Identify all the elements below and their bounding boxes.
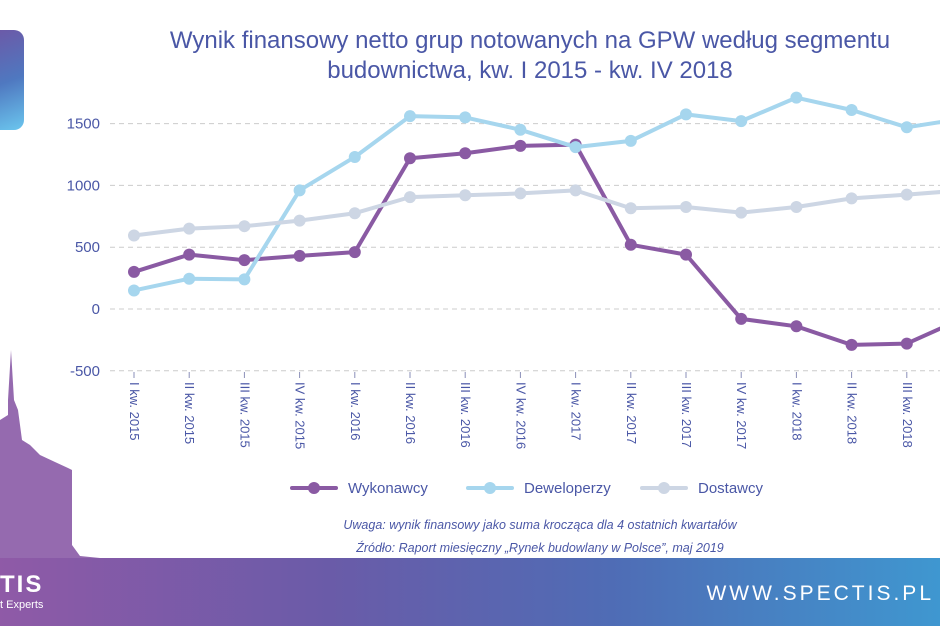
- data-point-dostawcy: [128, 229, 140, 242]
- footer-tagline: t Experts: [0, 599, 44, 611]
- data-point-deweloperzy: [735, 115, 748, 128]
- data-point-wykonawcy: [459, 147, 472, 160]
- legend-label: Wykonawcy: [348, 480, 428, 497]
- website-link[interactable]: WWW.SPECTIS.PL: [706, 582, 934, 605]
- data-point-wykonawcy: [183, 248, 196, 261]
- legend-item-deweloperzy: Deweloperzy: [466, 480, 611, 497]
- y-tick-label: 1500: [67, 116, 100, 133]
- note-remark: Uwaga: wynik finansowy jako suma krocząc…: [343, 518, 737, 532]
- legend-label: Dostawcy: [698, 480, 764, 497]
- data-point-deweloperzy: [459, 111, 472, 124]
- data-point-dostawcy: [680, 201, 692, 214]
- data-point-wykonawcy: [680, 248, 692, 261]
- data-point-deweloperzy: [569, 141, 582, 154]
- legend-item-dostawcy: Dostawcy: [640, 480, 764, 497]
- data-point-deweloperzy: [128, 284, 140, 297]
- data-point-deweloperzy: [900, 121, 913, 134]
- data-point-dostawcy: [569, 184, 582, 197]
- data-point-dostawcy: [624, 202, 637, 215]
- data-point-wykonawcy: [900, 337, 913, 350]
- data-point-dostawcy: [514, 187, 527, 200]
- legend-marker: [484, 482, 496, 494]
- data-point-dostawcy: [845, 192, 858, 205]
- x-tick-label: III kw. 2018: [900, 382, 915, 448]
- x-tick-label: II kw. 2017: [624, 382, 639, 444]
- data-point-deweloperzy: [238, 273, 251, 286]
- chart-title-line1: Wynik finansowy netto grup notowanych na…: [169, 27, 891, 54]
- data-point-deweloperzy: [183, 272, 196, 285]
- data-point-wykonawcy: [293, 249, 306, 262]
- y-tick-label: -500: [70, 363, 100, 380]
- footer-logo: TIS: [0, 571, 44, 598]
- x-tick-label: IV kw. 2017: [734, 382, 749, 449]
- chart-title-line2: budownictwa, kw. I 2015 - kw. IV 2018: [327, 57, 733, 84]
- data-point-deweloperzy: [680, 108, 692, 121]
- data-point-dostawcy: [735, 206, 748, 219]
- data-point-deweloperzy: [293, 184, 306, 197]
- data-point-wykonawcy: [624, 238, 637, 251]
- x-tick-label: II kw. 2015: [182, 382, 197, 444]
- data-point-deweloperzy: [790, 91, 803, 104]
- data-point-wykonawcy: [790, 320, 803, 333]
- data-point-deweloperzy: [845, 104, 858, 117]
- data-point-deweloperzy: [624, 134, 637, 147]
- x-tick-label: II kw. 2018: [845, 382, 860, 444]
- series: [128, 91, 940, 351]
- grid: [110, 123, 940, 372]
- data-point-dostawcy: [348, 207, 361, 220]
- data-point-dostawcy: [404, 191, 416, 204]
- series-line-deweloperzy: [132, 95, 940, 293]
- legend-marker: [658, 482, 670, 494]
- data-point-dostawcy: [790, 201, 803, 214]
- series-dostawcy: [128, 184, 940, 242]
- chart-notes: Uwaga: wynik finansowy jako suma krocząc…: [240, 514, 840, 560]
- chart-title: Wynik finansowy netto grup notowanych na…: [60, 26, 940, 86]
- logo-mark: [0, 30, 24, 130]
- note-source: Źródło: Raport miesięczny „Rynek budowla…: [356, 541, 724, 555]
- x-tick-label: III kw. 2017: [679, 382, 694, 448]
- y-tick-label: 0: [92, 301, 100, 318]
- x-tick-label: I kw. 2015: [127, 382, 142, 441]
- series-deweloperzy: [128, 91, 940, 297]
- data-point-deweloperzy: [348, 150, 361, 163]
- data-point-dostawcy: [183, 222, 196, 235]
- x-tick-label: IV kw. 2015: [293, 382, 308, 449]
- x-tick-label: III kw. 2016: [458, 382, 473, 448]
- x-tick-label: I kw. 2018: [789, 382, 804, 441]
- legend: Wykonawcy Deweloperzy Dostawcy: [290, 480, 764, 497]
- x-tick-label: I kw. 2016: [348, 382, 363, 441]
- data-point-wykonawcy: [845, 338, 858, 351]
- series-line-dostawcy: [132, 188, 940, 238]
- x-tick-label: III kw. 2015: [237, 382, 252, 448]
- x-axis: I kw. 2015 II kw. 2015 III kw. 2015 IV kw. …: [127, 372, 915, 449]
- data-point-dostawcy: [293, 214, 306, 227]
- data-point-wykonawcy: [514, 139, 527, 152]
- data-point-wykonawcy: [238, 254, 251, 267]
- legend-marker: [308, 482, 320, 494]
- series-wykonawcy: [128, 138, 940, 351]
- footer-band: [0, 558, 940, 626]
- data-point-wykonawcy: [128, 265, 140, 278]
- data-point-deweloperzy: [514, 123, 527, 136]
- data-point-wykonawcy: [404, 152, 416, 165]
- data-point-dostawcy: [238, 220, 251, 233]
- x-tick-label: II kw. 2016: [403, 382, 418, 444]
- y-tick-label: 500: [75, 239, 100, 256]
- x-tick-label: IV kw. 2016: [513, 382, 528, 449]
- legend-label: Deweloperzy: [524, 480, 611, 497]
- data-point-wykonawcy: [348, 246, 361, 259]
- data-point-wykonawcy: [735, 312, 748, 325]
- legend-item-wykonawcy: Wykonawcy: [290, 480, 428, 497]
- y-axis: -500 0 500 1000 1500: [67, 116, 100, 380]
- series-line-wykonawcy: [132, 142, 940, 347]
- data-point-deweloperzy: [404, 110, 416, 123]
- city-skyline-silhouette: [0, 350, 120, 560]
- data-point-dostawcy: [900, 188, 913, 201]
- y-tick-label: 1000: [67, 177, 100, 194]
- x-tick-label: I kw. 2017: [569, 382, 584, 441]
- data-point-dostawcy: [459, 189, 472, 202]
